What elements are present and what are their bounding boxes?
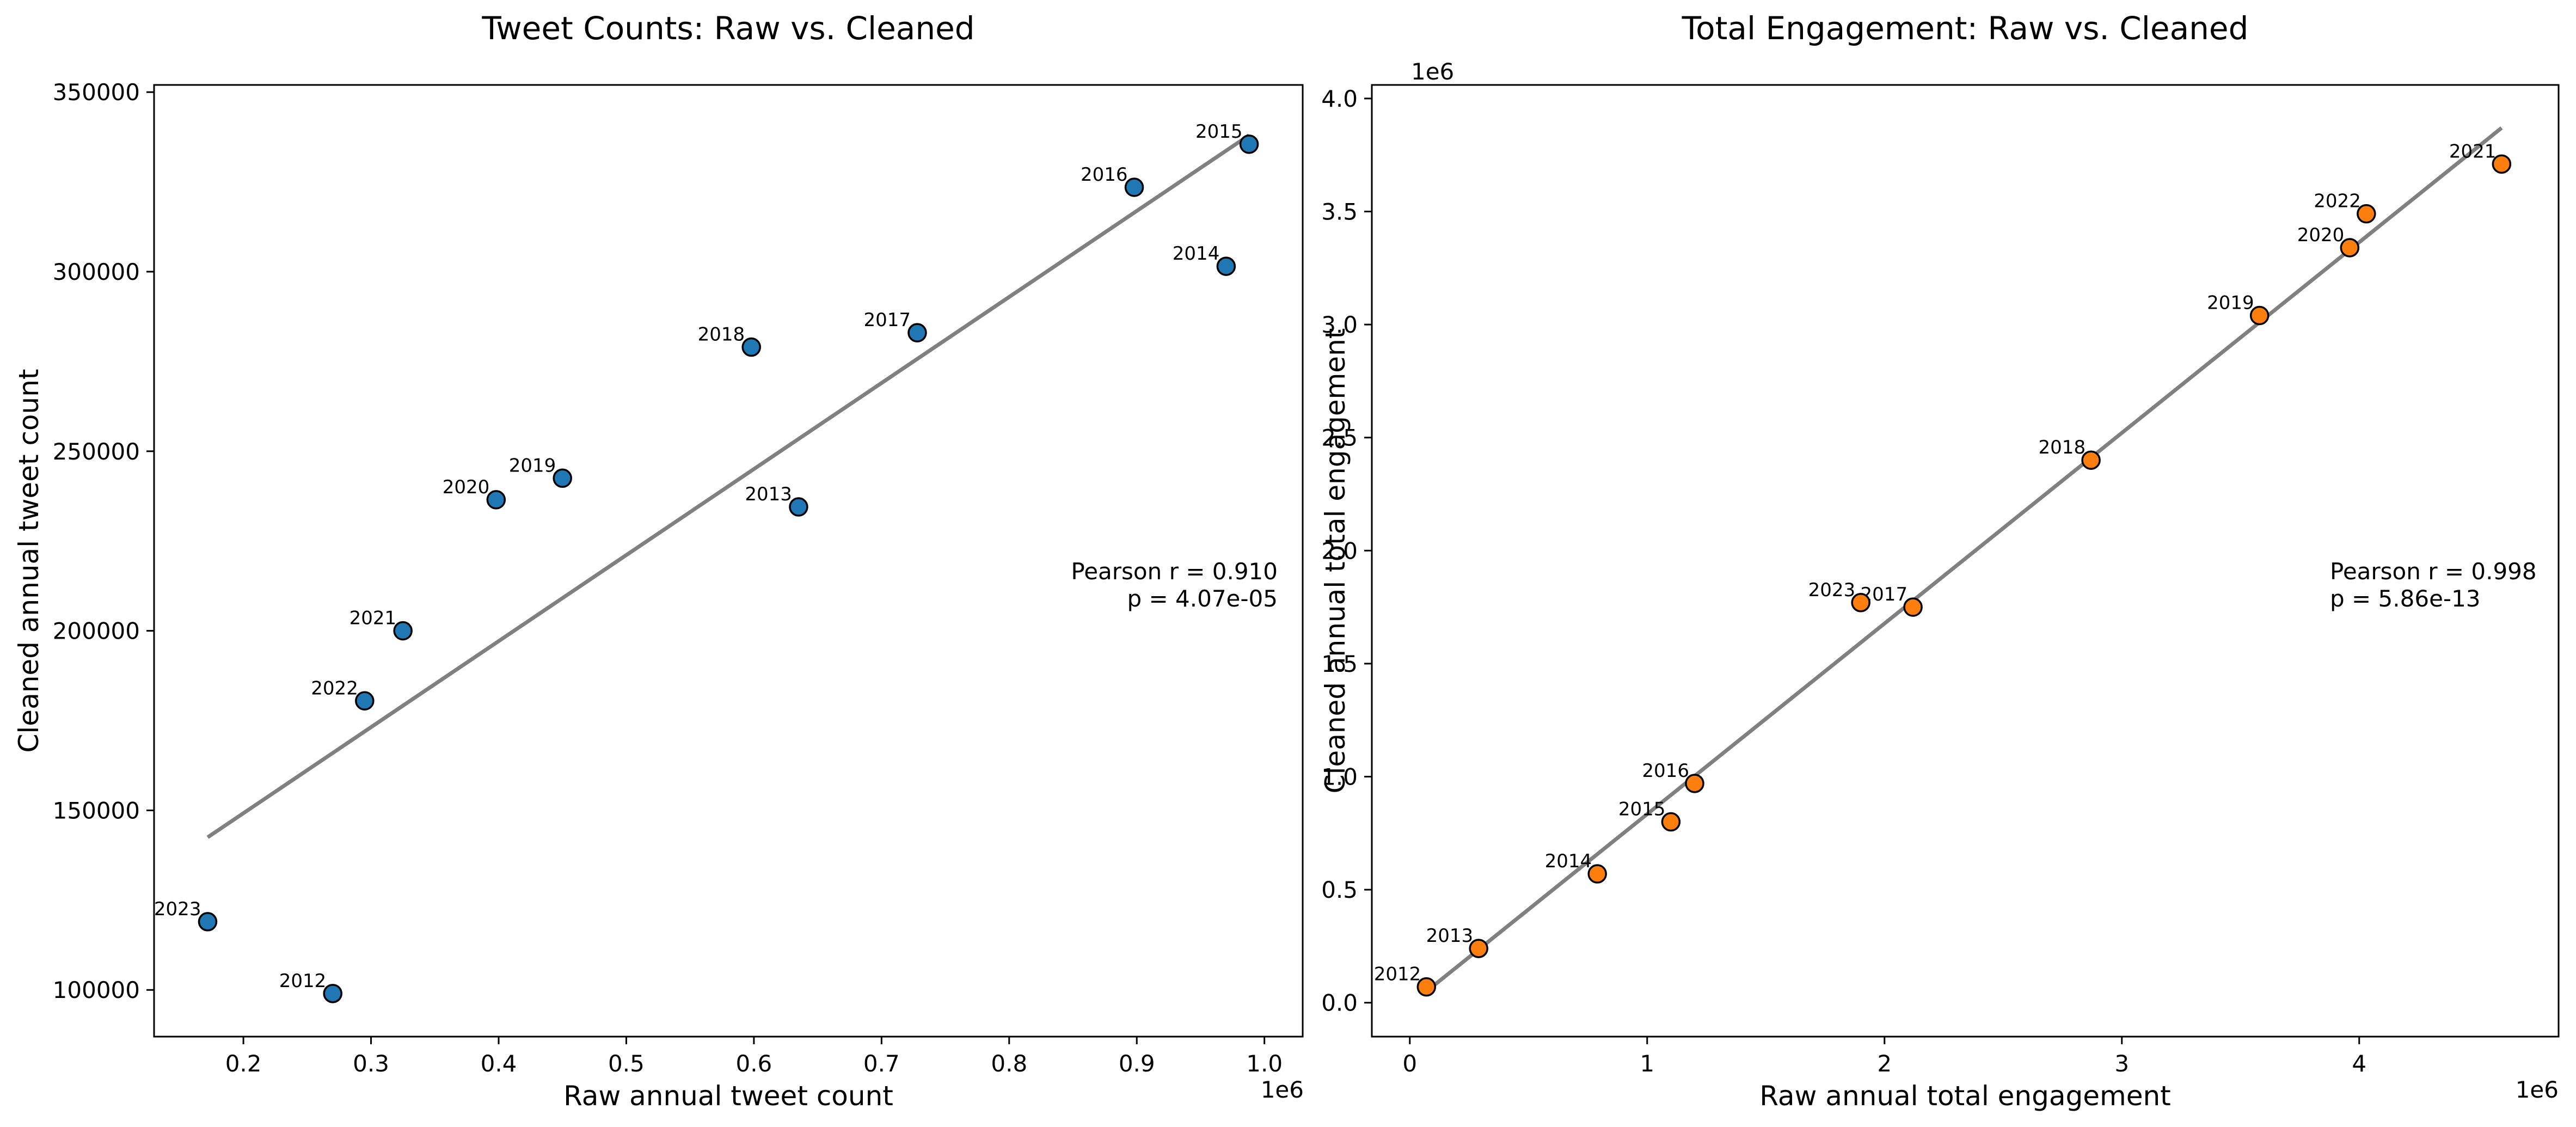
y-axis-label: Cleaned annual tweet count xyxy=(13,369,45,752)
x-tick-label: 1.0 xyxy=(1246,1050,1283,1077)
regression-line xyxy=(206,133,1250,839)
data-point-label: 2018 xyxy=(2039,437,2086,458)
data-point-2021 xyxy=(393,621,413,641)
y-tick-label: 200000 xyxy=(53,618,140,645)
data-point-2020 xyxy=(2340,238,2360,258)
data-point-label: 2020 xyxy=(2297,224,2345,246)
p-value-label: p = 4.07e-05 xyxy=(1127,585,1278,612)
y-tick-label: 100000 xyxy=(53,977,140,1003)
data-point-2023 xyxy=(198,912,218,932)
data-point-2012 xyxy=(323,984,342,1003)
x-tick-label: 3 xyxy=(2114,1050,2129,1077)
x-tick-label: 1 xyxy=(1640,1050,1654,1077)
data-point-label: 2020 xyxy=(443,476,490,498)
data-point-label: 2016 xyxy=(1642,760,1689,782)
x-axis-label: Raw annual tweet count xyxy=(563,1080,893,1112)
x-axis-label: Raw annual total engagement xyxy=(1759,1080,2171,1112)
x-tick-label: 0.2 xyxy=(225,1050,262,1077)
data-point-2013 xyxy=(1469,939,1488,958)
y-tick-label: 3.0 xyxy=(1321,311,1358,338)
y-tick-label: 1.0 xyxy=(1321,764,1358,791)
data-point-2014 xyxy=(1216,256,1236,276)
y-tick-label: 300000 xyxy=(53,259,140,285)
plot-frame xyxy=(153,84,1304,1038)
data-point-label: 2017 xyxy=(863,309,911,331)
total-engagement-panel: Total Engagement: Raw vs. Cleaned Raw an… xyxy=(1320,10,2560,1112)
data-point-2016 xyxy=(1685,774,1704,793)
data-point-2019 xyxy=(2249,305,2270,326)
data-point-2019 xyxy=(553,468,572,488)
data-point-label: 2015 xyxy=(1195,121,1243,143)
data-point-2012 xyxy=(1416,977,1437,997)
data-point-label: 2014 xyxy=(1173,243,1220,265)
data-point-label: 2019 xyxy=(509,455,556,476)
data-point-2022 xyxy=(355,691,375,711)
data-point-label: 2021 xyxy=(2449,140,2497,162)
x-tick-label: 0.5 xyxy=(608,1050,645,1077)
x-tick-label: 0 xyxy=(1402,1050,1417,1077)
data-point-label: 2014 xyxy=(1545,850,1592,872)
data-point-label: 2013 xyxy=(745,483,792,505)
pearson-r-label: Pearson r = 0.998 xyxy=(2330,558,2537,585)
data-point-label: 2016 xyxy=(1081,164,1128,186)
y-tick-label: 1.5 xyxy=(1321,651,1358,677)
data-point-label: 2019 xyxy=(2207,292,2254,314)
data-point-2017 xyxy=(1903,597,1923,617)
data-point-2018 xyxy=(2081,450,2101,470)
regression-line xyxy=(1425,126,2503,993)
pearson-r-label: Pearson r = 0.910 xyxy=(1071,558,1278,585)
chart-title: Tweet Counts: Raw vs. Cleaned xyxy=(481,10,974,47)
data-point-2023 xyxy=(1851,593,1870,612)
y-tick-label: 2.0 xyxy=(1321,537,1358,564)
data-point-label: 2023 xyxy=(1808,579,1856,601)
data-point-label: 2012 xyxy=(1374,964,1421,985)
y-tick-label: 4.0 xyxy=(1321,85,1358,112)
y-offset-label: 1e6 xyxy=(1411,58,1454,85)
data-point-2013 xyxy=(789,497,808,517)
x-tick-label: 0.6 xyxy=(735,1050,772,1077)
x-tick-label: 0.3 xyxy=(353,1050,389,1077)
data-point-2018 xyxy=(741,337,761,357)
x-tick-label: 0.7 xyxy=(863,1050,900,1077)
x-tick-label: 0.9 xyxy=(1119,1050,1155,1077)
data-point-2022 xyxy=(2357,204,2376,224)
tweet-counts-panel: Tweet Counts: Raw vs. Cleaned Raw annual… xyxy=(13,10,1304,1112)
data-point-label: 2013 xyxy=(1426,925,1474,947)
data-point-2016 xyxy=(1124,177,1144,197)
data-point-2020 xyxy=(486,490,506,510)
x-offset-label: 1e6 xyxy=(1261,1076,1304,1103)
data-point-2015 xyxy=(1239,134,1259,154)
y-tick-label: 3.5 xyxy=(1321,199,1358,225)
plot-frame xyxy=(1371,84,2560,1038)
data-point-label: 2015 xyxy=(1618,799,1666,820)
x-tick-label: 2 xyxy=(1877,1050,1892,1077)
x-tick-label: 0.4 xyxy=(481,1050,517,1077)
data-point-label: 2022 xyxy=(311,677,358,699)
y-tick-label: 2.5 xyxy=(1321,425,1358,451)
data-point-2017 xyxy=(907,323,927,342)
p-value-label: p = 5.86e-13 xyxy=(2330,585,2481,612)
y-tick-label: 350000 xyxy=(53,79,140,106)
y-tick-label: 150000 xyxy=(53,797,140,824)
data-point-2015 xyxy=(1661,812,1681,832)
x-tick-label: 4 xyxy=(2352,1050,2366,1077)
chart-title: Total Engagement: Raw vs. Cleaned xyxy=(1682,10,2249,47)
data-point-label: 2022 xyxy=(2314,191,2361,212)
y-axis-label: Cleaned annual total engagement xyxy=(1320,328,1351,794)
data-point-2021 xyxy=(2492,154,2512,174)
data-point-label: 2012 xyxy=(279,970,327,992)
x-offset-label: 1e6 xyxy=(2516,1076,2559,1103)
data-point-label: 2021 xyxy=(349,608,397,629)
data-point-label: 2023 xyxy=(154,898,201,920)
data-point-2014 xyxy=(1587,864,1607,884)
y-tick-label: 250000 xyxy=(53,438,140,465)
y-tick-label: 0.5 xyxy=(1321,877,1358,903)
data-point-label: 2018 xyxy=(698,324,745,346)
x-tick-label: 0.8 xyxy=(991,1050,1027,1077)
y-tick-label: 0.0 xyxy=(1321,990,1358,1016)
